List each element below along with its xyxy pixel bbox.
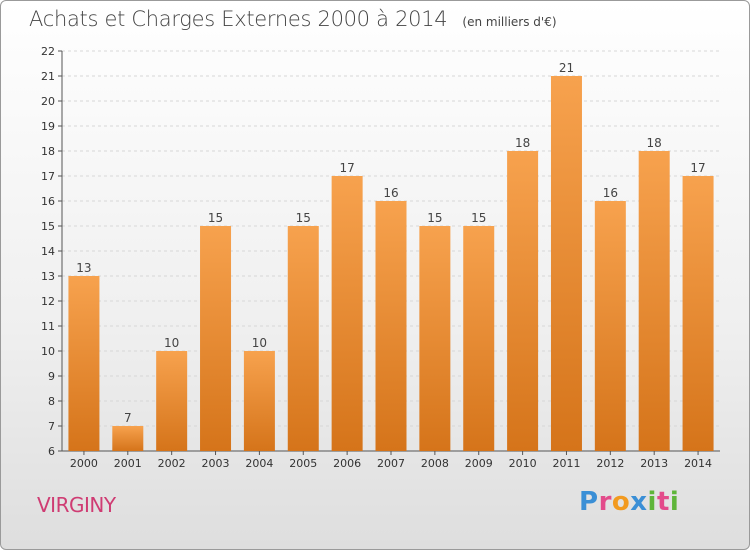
bar-2002 xyxy=(156,351,188,451)
x-tick-label-2003: 2003 xyxy=(202,457,230,470)
y-tick-label: 17 xyxy=(41,170,55,183)
chart-title: Achats et Charges Externes 2000 à 2014 xyxy=(29,7,448,31)
bar-2012 xyxy=(594,201,626,451)
x-tick-label-2011: 2011 xyxy=(552,457,580,470)
bar-2003 xyxy=(200,226,232,451)
logo-letter: t xyxy=(656,487,670,517)
y-tick-label: 19 xyxy=(41,120,55,133)
y-tick-label: 12 xyxy=(41,295,55,308)
y-tick-label: 9 xyxy=(48,370,55,383)
value-labels: 13 7 10 15 10 15 17 16 15 15 18 21 16 18 17 xyxy=(76,61,705,425)
value-label-2013: 18 xyxy=(647,136,662,150)
bar-2001 xyxy=(112,426,144,451)
y-tick-label: 8 xyxy=(48,395,55,408)
value-label-2014: 17 xyxy=(690,161,705,175)
value-label-2010: 18 xyxy=(515,136,530,150)
x-tick-label-2002: 2002 xyxy=(158,457,186,470)
bar-2005 xyxy=(287,226,319,451)
value-label-2006: 17 xyxy=(339,161,354,175)
value-label-2002: 10 xyxy=(164,336,179,350)
y-tick-label: 7 xyxy=(48,420,55,433)
y-tick-label: 10 xyxy=(41,345,55,358)
y-tick-label: 13 xyxy=(41,270,55,283)
y-tick-label: 6 xyxy=(48,445,55,458)
logo-letter: r xyxy=(598,487,612,517)
logo-letter: P xyxy=(579,487,599,517)
axes: 6 7 8 9 10 11 12 13 14 15 16 17 18 19 20 21 22 2000 2001 20… xyxy=(41,45,720,470)
value-label-2001: 7 xyxy=(124,411,132,425)
value-label-2007: 16 xyxy=(383,186,398,200)
x-tick-label-2005: 2005 xyxy=(289,457,317,470)
value-label-2000: 13 xyxy=(76,261,91,275)
bar-2011 xyxy=(550,76,582,451)
commune-name: VIRGINY xyxy=(37,493,116,517)
logo-letter: x xyxy=(630,487,648,517)
y-tick-label: 14 xyxy=(41,245,55,258)
y-tick-label: 15 xyxy=(41,220,55,233)
x-tick-label-2008: 2008 xyxy=(421,457,449,470)
x-tick-label-2010: 2010 xyxy=(509,457,537,470)
bar-2013 xyxy=(638,151,670,451)
bar-2008 xyxy=(419,226,451,451)
value-label-2008: 15 xyxy=(427,211,442,225)
bar-2007 xyxy=(375,201,407,451)
bar-2010 xyxy=(507,151,539,451)
value-label-2012: 16 xyxy=(603,186,618,200)
bar-2000 xyxy=(68,276,100,451)
x-tick-label-2001: 2001 xyxy=(114,457,142,470)
value-label-2011: 21 xyxy=(559,61,574,75)
chart-subtitle: (en milliers d'€) xyxy=(462,15,557,29)
x-tick-label-2014: 2014 xyxy=(684,457,712,470)
y-tick-label: 16 xyxy=(41,195,55,208)
bar-2004 xyxy=(243,351,275,451)
x-tick-label-2013: 2013 xyxy=(640,457,668,470)
chart-title-block: Achats et Charges Externes 2000 à 2014 (… xyxy=(29,7,557,31)
x-tick-label-2000: 2000 xyxy=(70,457,98,470)
value-label-2005: 15 xyxy=(296,211,311,225)
proxiti-logo: Proxiti xyxy=(579,487,679,517)
y-tick-label: 20 xyxy=(41,95,55,108)
logo-letter: i xyxy=(669,487,680,517)
x-tick-label-2009: 2009 xyxy=(465,457,493,470)
y-tick-label: 11 xyxy=(41,320,55,333)
x-tick-label-2007: 2007 xyxy=(377,457,405,470)
y-tick-label: 21 xyxy=(41,70,55,83)
bar-2006 xyxy=(331,176,363,451)
value-label-2009: 15 xyxy=(471,211,486,225)
x-tick-label-2004: 2004 xyxy=(245,457,273,470)
value-label-2003: 15 xyxy=(208,211,223,225)
y-tick-label: 22 xyxy=(41,45,55,58)
bar-2014 xyxy=(682,176,714,451)
bars xyxy=(68,76,714,451)
bar-2009 xyxy=(463,226,495,451)
value-label-2004: 10 xyxy=(252,336,267,350)
logo-letter: i xyxy=(647,487,657,517)
y-tick-label: 18 xyxy=(41,145,55,158)
x-tick-label-2006: 2006 xyxy=(333,457,361,470)
logo-letter: o xyxy=(611,487,631,517)
x-tick-label-2012: 2012 xyxy=(596,457,624,470)
